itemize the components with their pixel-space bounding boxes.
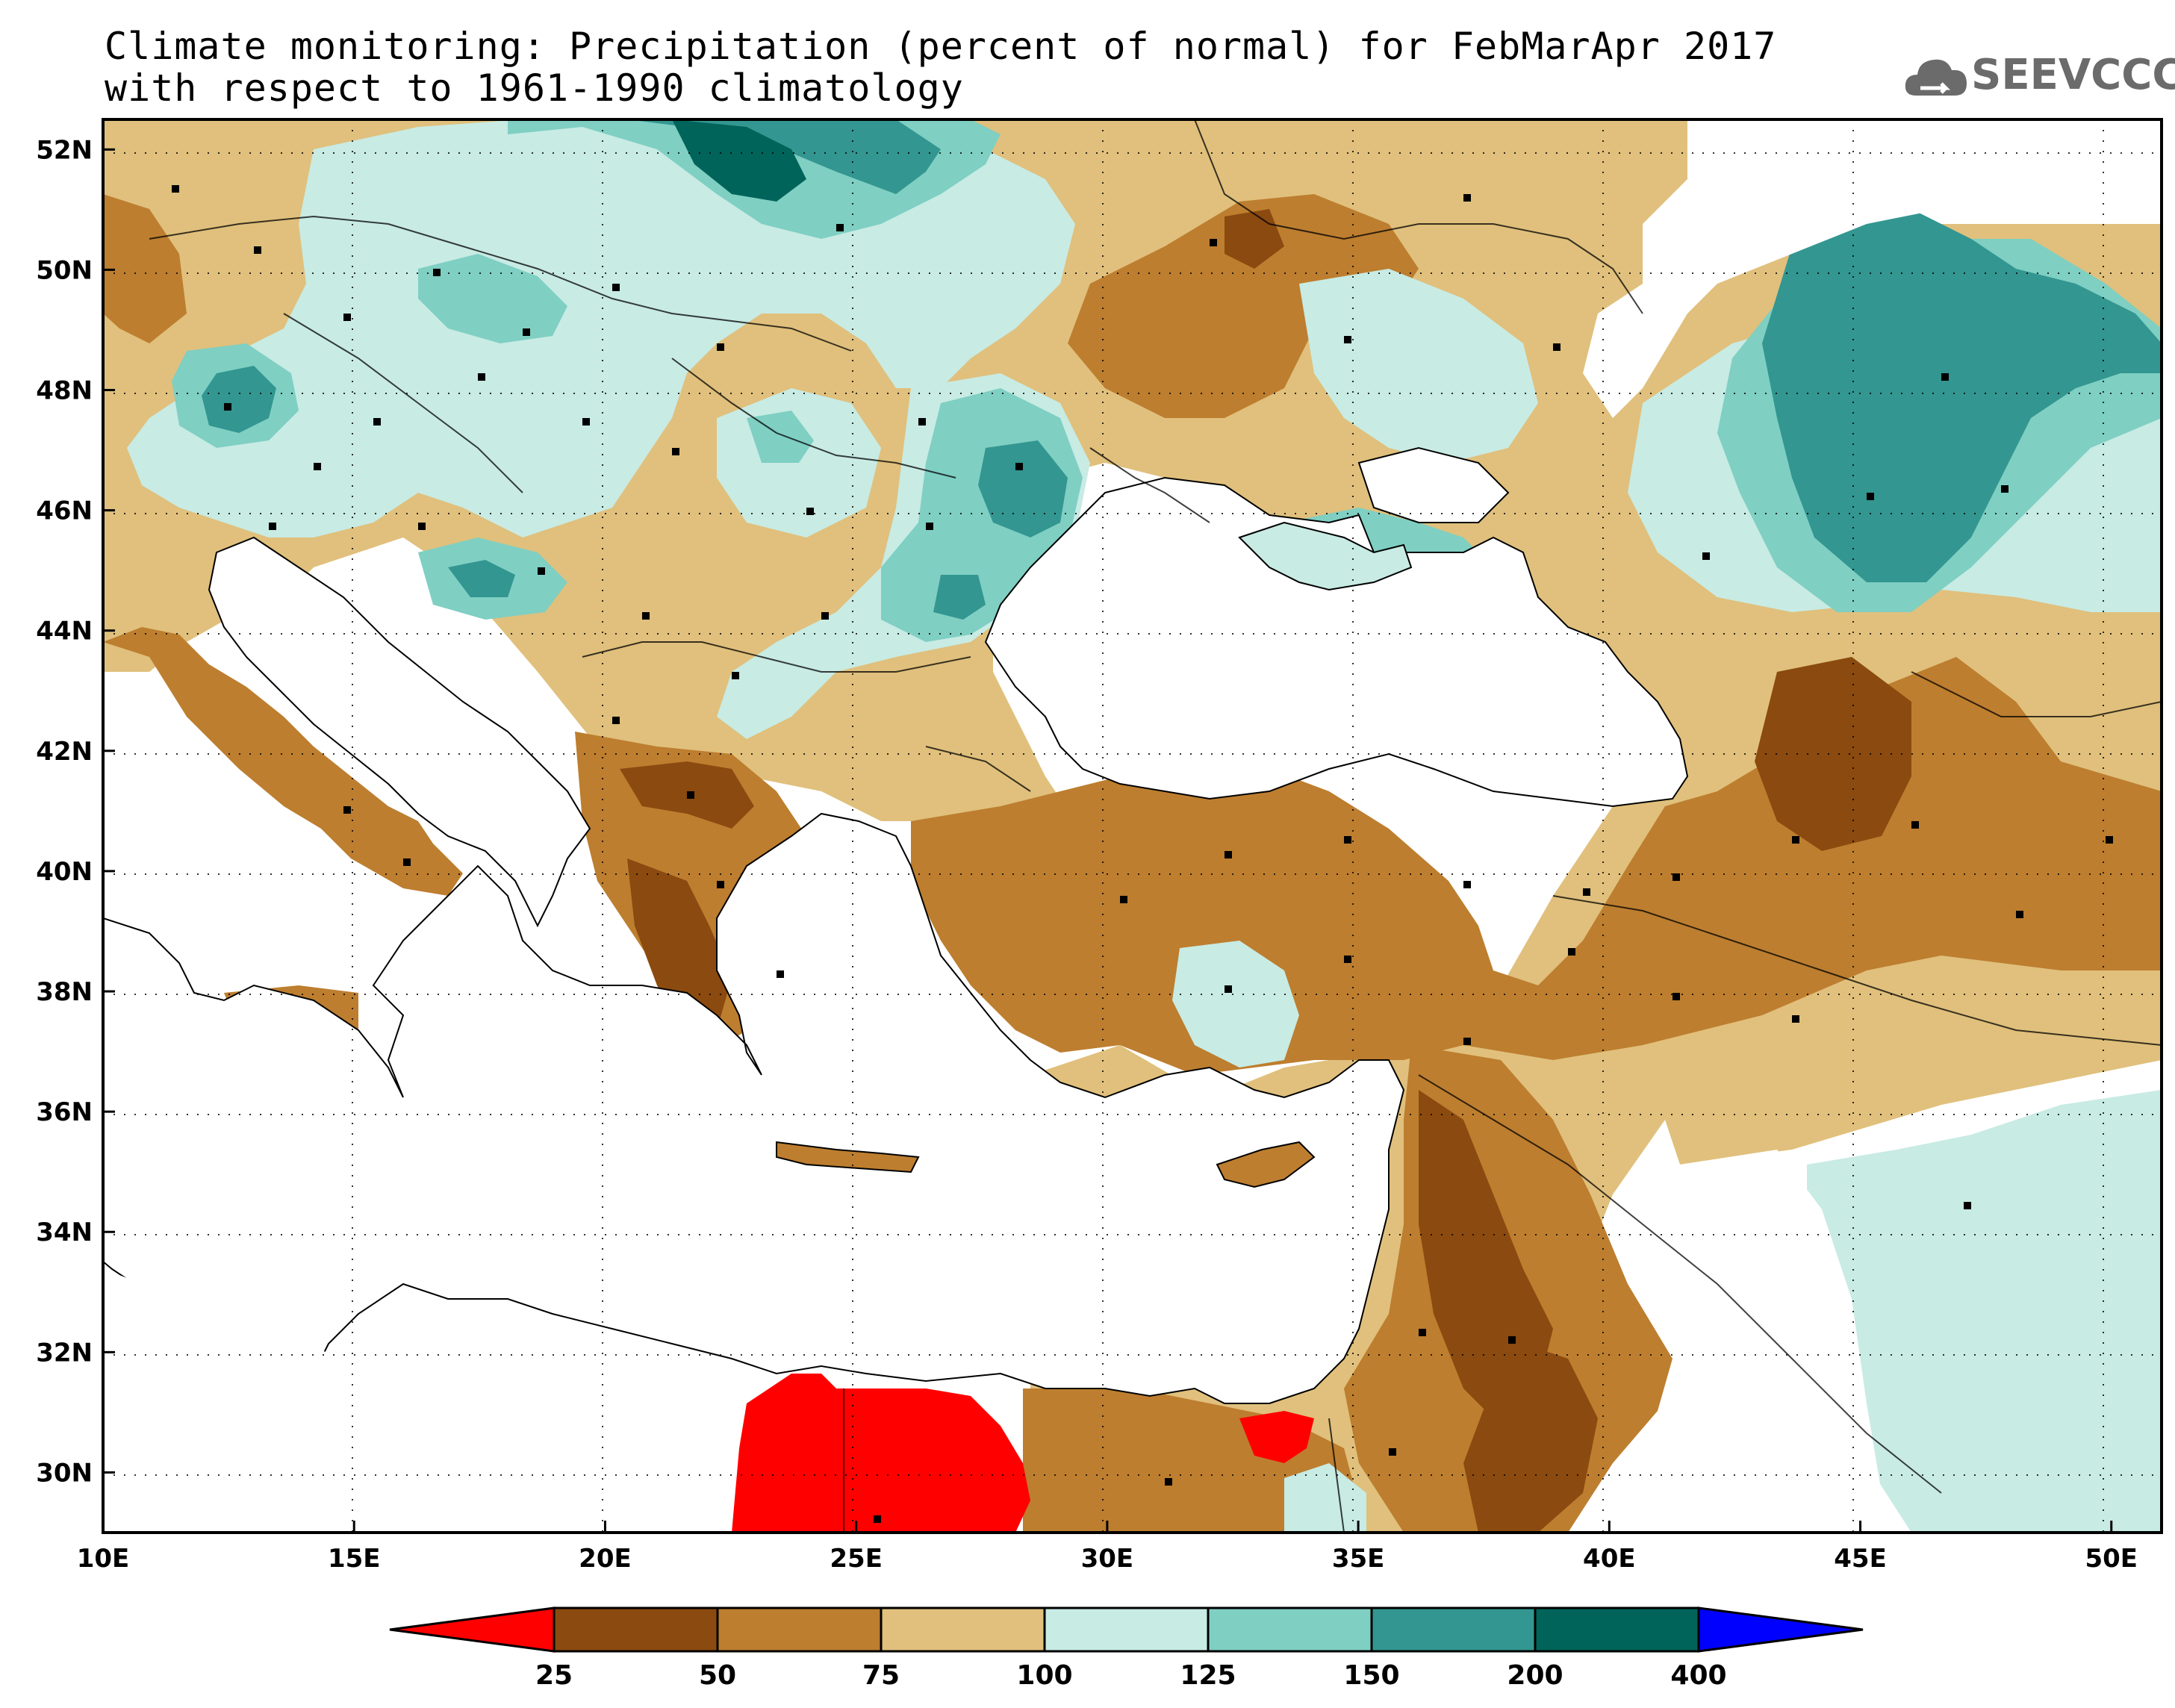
map-title: Climate monitoring: Precipitation (perce… (105, 25, 1776, 109)
mediterranean-sea (103, 812, 1405, 1404)
seevccc-logo: SEEVCCC (1902, 43, 2175, 110)
lon-tick-label: 30E (1081, 1544, 1134, 1574)
arabian-white (1643, 1150, 1896, 1533)
field-125-150 (172, 119, 2162, 642)
map-frame (102, 118, 2163, 1534)
map-area (103, 119, 2162, 1533)
lon-tick-label: 25E (830, 1544, 883, 1574)
adriatic-tyrrhenian-sea (208, 536, 591, 928)
lat-tick-label: 42N (36, 737, 93, 767)
colorbar-label: 200 (1507, 1660, 1563, 1691)
crete (776, 1141, 920, 1174)
colorbar-label: 50 (699, 1660, 736, 1691)
cyprus (1216, 1141, 1316, 1188)
title-line-1: Climate monitoring: Precipitation (perce… (105, 25, 1777, 68)
colorbar-segment (553, 1606, 719, 1653)
caspian-sea-edge (1583, 119, 2162, 418)
colorbar-legend: 25 50 75 100 125 150 200 400 (389, 1606, 1864, 1691)
colorbar-segment (1534, 1606, 1700, 1653)
colorbar-segment (1043, 1606, 1210, 1653)
longitude-axis: 10E 15E 20E 25E 30E 35E 40E 45E 50E (77, 1521, 2138, 1574)
borders (149, 119, 2162, 1533)
sea-of-azov (1357, 446, 1510, 523)
lat-tick-label: 32N (36, 1338, 93, 1368)
field-150-200 (202, 119, 2162, 620)
lat-tick-label: 36N (36, 1097, 93, 1127)
colorbar-label: 100 (1016, 1660, 1072, 1691)
lon-tick-label: 40E (1583, 1544, 1636, 1574)
lat-tick-label: 30N (36, 1458, 93, 1488)
lat-tick-label: 34N (36, 1218, 93, 1247)
field-below-25 (724, 1374, 1314, 1533)
colorbar-label: 400 (1670, 1660, 1726, 1691)
colorbar-label: 125 (1180, 1660, 1236, 1691)
field-200-400 (672, 119, 806, 202)
lon-tick-label: 50E (2085, 1544, 2138, 1574)
lon-tick-label: 35E (1332, 1544, 1385, 1574)
colorbar-label: 75 (862, 1660, 900, 1691)
lat-tick-label: 38N (36, 977, 93, 1007)
title-line-2: with respect to 1961-1990 climatology (105, 66, 964, 110)
logo-text: SEEVCCC (1971, 51, 2175, 99)
lat-tick-label: 52N (36, 135, 93, 165)
colorbar-high-arrow (1697, 1606, 1864, 1653)
field-50-75 (103, 194, 2162, 1533)
colorbar-label: 25 (535, 1660, 573, 1691)
lat-lon-grid (103, 119, 2162, 1533)
lon-tick-label: 10E (77, 1544, 130, 1574)
lon-tick-label: 20E (579, 1544, 632, 1574)
lat-tick-label: 48N (36, 375, 93, 405)
colorbar-segment (716, 1606, 883, 1653)
lon-tick-label: 15E (328, 1544, 381, 1574)
colorbar-segment (880, 1606, 1046, 1653)
crimea (1238, 521, 1413, 591)
cloud-icon (1905, 59, 1967, 96)
colorbar-segment (1207, 1606, 1373, 1653)
lat-tick-label: 40N (36, 857, 93, 887)
colorbar-segment (1370, 1606, 1537, 1653)
lat-tick-label: 50N (36, 255, 93, 285)
lon-tick-label: 45E (1834, 1544, 1887, 1574)
colorbar-label: 150 (1343, 1660, 1399, 1691)
colorbar-low-arrow (389, 1606, 556, 1653)
station-markers (172, 185, 2113, 1523)
lat-tick-label: 46N (36, 496, 93, 526)
field-100-125 (127, 119, 2162, 1533)
north-africa-white (103, 1269, 747, 1533)
latitude-axis: 30N 32N 34N 36N 38N 40N 42N 44N 46N 48N 50N 52N (36, 135, 115, 1488)
lat-tick-label: 44N (36, 617, 93, 646)
